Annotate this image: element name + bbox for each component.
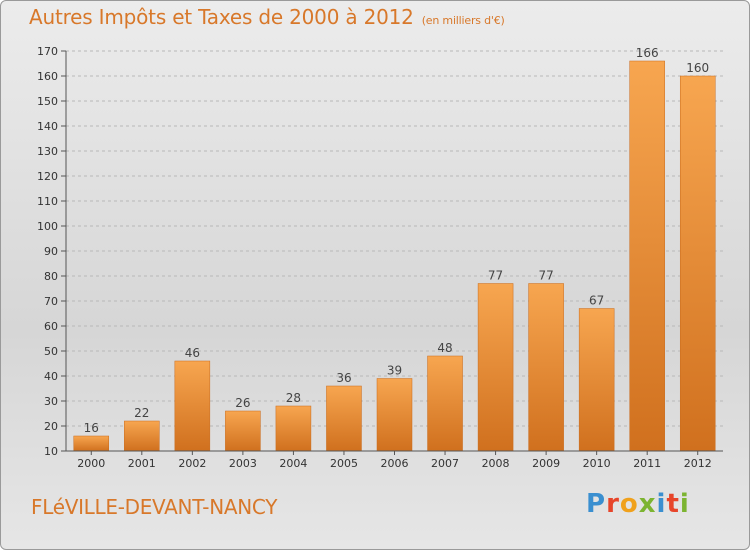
y-tick-label: 70 [44,295,58,308]
bar [225,410,261,452]
y-tick-label: 90 [44,245,58,258]
x-tick-label: 2001 [128,457,156,470]
bar [528,283,564,452]
logo-letter: x [638,489,657,519]
chart-title: Autres Impôts et Taxes de 2000 à 2012 (en… [29,5,505,29]
bar-value-label: 46 [185,346,200,360]
logo-letter: o [619,489,639,519]
y-tick-label: 40 [44,370,58,383]
bar-value-label: 48 [437,341,452,355]
chart-subtitle: (en milliers d'€) [421,14,505,27]
bar [124,420,160,452]
y-tick-label: 20 [44,420,58,433]
bar-value-label: 166 [636,46,659,60]
bar [629,60,665,452]
proxiti-logo[interactable]: Proxiti [586,489,690,519]
bar [376,378,413,452]
bar [477,283,514,452]
bar [427,355,463,452]
x-tick-label: 2010 [583,457,611,470]
bar-value-label: 36 [336,371,351,385]
logo-letter: t [666,489,680,519]
y-tick-label: 110 [37,195,58,208]
y-tick-label: 140 [37,120,58,133]
logo-letter: r [606,489,620,519]
bar-value-label: 77 [538,269,553,283]
x-tick-label: 2002 [178,457,206,470]
y-tick-label: 160 [37,70,58,83]
bar-value-label: 39 [387,364,402,378]
y-tick-label: 130 [37,145,58,158]
bar-value-label: 22 [134,406,149,420]
x-tick-label: 2008 [482,457,510,470]
bar-value-label: 67 [589,294,604,308]
y-tick-label: 170 [37,45,58,58]
logo-letter: P [586,489,607,519]
bar [679,75,716,452]
town-name: FLéVILLE-DEVANT-NANCY [31,495,278,519]
y-tick-label: 30 [44,395,58,408]
x-tick-label: 2004 [279,457,307,470]
y-tick-label: 120 [37,170,58,183]
bar [578,308,615,452]
x-axis: 2000 2001 2002 2003 2004 2005 2006 2007 2008 2009… [66,450,723,470]
logo-letter: i [656,489,667,519]
x-tick-label: 2000 [77,457,105,470]
logo-letter: i [679,489,690,519]
chart-title-text: Autres Impôts et Taxes de 2000 à 2012 [29,5,414,29]
bar [326,385,362,452]
bar [275,405,312,452]
bar [73,435,110,452]
bar-value-label: 16 [84,421,99,435]
bar-value-label: 160 [686,61,709,75]
x-tick-label: 2005 [330,457,358,470]
bar-value-label: 26 [235,396,250,410]
x-tick-label: 2006 [381,457,409,470]
x-tick-label: 2012 [684,457,712,470]
x-tick-label: 2003 [229,457,257,470]
y-tick-label: 100 [37,220,58,233]
y-tick-label: 80 [44,270,58,283]
x-tick-label: 2009 [532,457,560,470]
bars: 16 22 46 26 28 36 39 48 77 77 67 166 160 [73,46,716,452]
y-tick-label: 50 [44,345,58,358]
bar-value-label: 77 [488,269,503,283]
y-tick-label: 10 [44,445,58,458]
y-tick-label: 60 [44,320,58,333]
bar-value-label: 28 [286,391,301,405]
y-tick-label: 150 [37,95,58,108]
x-tick-label: 2011 [633,457,661,470]
bar [174,360,211,452]
y-axis: 10 20 30 40 50 60 70 80 90 100 110 120 130 140 150 160 1… [37,45,67,458]
x-tick-label: 2007 [431,457,459,470]
